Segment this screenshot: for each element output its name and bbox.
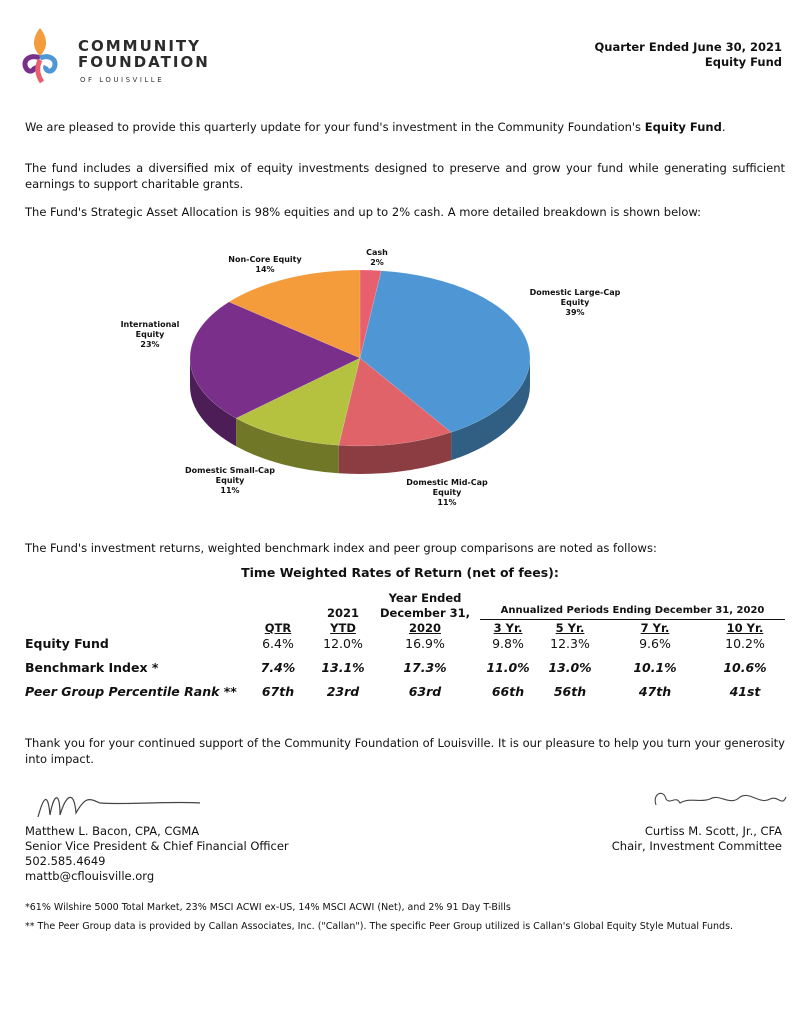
signature: [37, 796, 201, 818]
pie-label-value: 14%: [255, 265, 275, 274]
pie-label: Cash 2%: [352, 248, 402, 268]
cell: 66th: [491, 684, 525, 699]
column-header: 2021: [326, 606, 359, 620]
cell: 10.2%: [725, 636, 765, 651]
pie-label: Domestic Small-Cap Equity 11%: [175, 466, 285, 496]
pie-label: Domestic Mid-Cap Equity 11%: [392, 478, 502, 508]
slice: [359, 269, 382, 359]
text: We are pleased to provide this quarterly…: [25, 120, 642, 134]
pie-label: Non-Core Equity 14%: [215, 255, 315, 275]
cell: 9.6%: [639, 636, 671, 651]
slice-side: [451, 358, 530, 461]
pie-label-value: 11%: [437, 498, 457, 507]
row-label: Peer Group Percentile Rank **: [25, 684, 237, 699]
logo-subtext: OF LOUISVILLE: [80, 76, 165, 84]
paragraph: We are pleased to provide this quarterly…: [25, 119, 785, 135]
logo-text: FOUNDATION: [78, 53, 210, 71]
slice-side: [236, 418, 339, 474]
bold-text: Equity Fund: [644, 120, 722, 134]
slice: [359, 270, 531, 433]
pie-label-name: International Equity: [120, 320, 180, 339]
signer-line: Matthew L. Bacon, CPA, CGMA: [25, 824, 200, 838]
footnote: ** The Peer Group data is provided by Ca…: [25, 921, 734, 932]
fund-name: Equity Fund: [704, 55, 782, 69]
cell: 12.3%: [550, 636, 590, 651]
column-header: YTD: [330, 621, 356, 635]
column-header: 7 Yr.: [640, 621, 670, 635]
pie-label: International Equity 23%: [105, 320, 195, 350]
signer-line: Curtiss M. Scott, Jr., CFA: [644, 824, 782, 838]
cell: 47th: [638, 684, 672, 699]
column-header: Year Ended: [388, 591, 462, 605]
signer-line: mattb@cflouisville.org: [25, 869, 155, 883]
cell: 13.1%: [321, 660, 365, 675]
logo-mark: [22, 28, 58, 84]
slice: [338, 357, 452, 447]
cell: 6.4%: [262, 636, 294, 651]
pie-label-name: Domestic Small-Cap Equity: [184, 466, 276, 485]
cell: 63rd: [408, 684, 442, 699]
column-header: 5 Yr.: [555, 621, 585, 635]
paragraph: The fund includes a diversified mix of e…: [25, 161, 785, 191]
slice: [235, 357, 361, 446]
row-label: Benchmark Index *: [25, 660, 159, 675]
pie-chart: [189, 269, 531, 474]
pie-label-value: 11%: [220, 486, 240, 495]
signer-line: Chair, Investment Committee: [611, 839, 782, 853]
cell: 11.0%: [486, 660, 530, 675]
column-header: 3 Yr.: [493, 621, 523, 635]
signer-line: 502.585.4649: [25, 854, 106, 868]
pie-label-value: 39%: [565, 308, 585, 317]
cell: 23rd: [326, 684, 360, 699]
group-header: Annualized Periods Ending December 31, 2…: [500, 605, 765, 616]
cell: 13.0%: [548, 660, 592, 675]
paragraph: The Fund's investment returns, weighted …: [25, 541, 657, 555]
pie-label-name: Domestic Mid-Cap Equity: [406, 478, 488, 497]
cell: 41st: [729, 684, 761, 699]
column-header: QTR: [264, 621, 292, 635]
pie-label-name: Cash: [366, 248, 388, 257]
slice: [228, 269, 361, 359]
closing: Thank you for your continued support of …: [25, 736, 785, 766]
cell: 67th: [261, 684, 295, 699]
group-rule: [480, 619, 785, 620]
pie-label-name: Non-Core Equity: [228, 255, 302, 264]
slice: [189, 301, 361, 419]
column-header: 2020: [408, 621, 441, 635]
signature: [654, 792, 787, 806]
quarter: Quarter Ended June 30, 2021: [594, 40, 782, 54]
text: .: [721, 120, 726, 134]
paragraph: The Fund's Strategic Asset Allocation is…: [25, 205, 702, 219]
cell: 12.0%: [323, 636, 363, 651]
slice-side: [338, 432, 452, 474]
cell: 56th: [553, 684, 587, 699]
row-label: Equity Fund: [25, 636, 109, 651]
logo-text: COMMUNITY: [78, 37, 202, 55]
pie-label-value: 2%: [370, 258, 384, 267]
pie-label-name: Domestic Large-Cap Equity: [529, 288, 621, 307]
column-header: 10 Yr.: [726, 621, 764, 635]
cell: 10.1%: [633, 660, 677, 675]
column-header: December 31,: [379, 606, 471, 620]
cell: 16.9%: [405, 636, 445, 651]
signer-line: Senior Vice President & Chief Financial …: [25, 839, 289, 853]
slice-side: [190, 358, 237, 447]
cell: 9.8%: [492, 636, 524, 651]
cell: 7.4%: [260, 660, 296, 675]
cell: 17.3%: [403, 660, 447, 675]
footnote: *61% Wilshire 5000 Total Market, 23% MSC…: [25, 902, 511, 913]
pie-label: Domestic Large-Cap Equity 39%: [520, 288, 630, 318]
table-title: Time Weighted Rates of Return (net of fe…: [241, 565, 559, 580]
pie-label-value: 23%: [140, 340, 160, 349]
cell: 10.6%: [723, 660, 767, 675]
